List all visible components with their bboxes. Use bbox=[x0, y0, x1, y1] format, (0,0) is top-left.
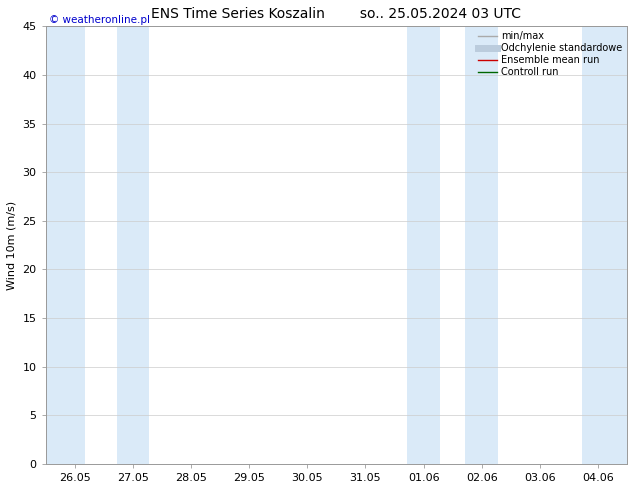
Text: © weatheronline.pl: © weatheronline.pl bbox=[49, 15, 150, 25]
Bar bbox=[465, 26, 498, 464]
Legend: min/max, Odchylenie standardowe, Ensemble mean run, Controll run: min/max, Odchylenie standardowe, Ensembl… bbox=[476, 29, 624, 79]
Y-axis label: Wind 10m (m/s): Wind 10m (m/s) bbox=[7, 200, 17, 290]
Bar bbox=[46, 26, 85, 464]
Bar bbox=[582, 26, 627, 464]
Title: ENS Time Series Koszalin        so.. 25.05.2024 03 UTC: ENS Time Series Koszalin so.. 25.05.2024… bbox=[152, 7, 521, 21]
Bar bbox=[407, 26, 440, 464]
Bar bbox=[117, 26, 149, 464]
